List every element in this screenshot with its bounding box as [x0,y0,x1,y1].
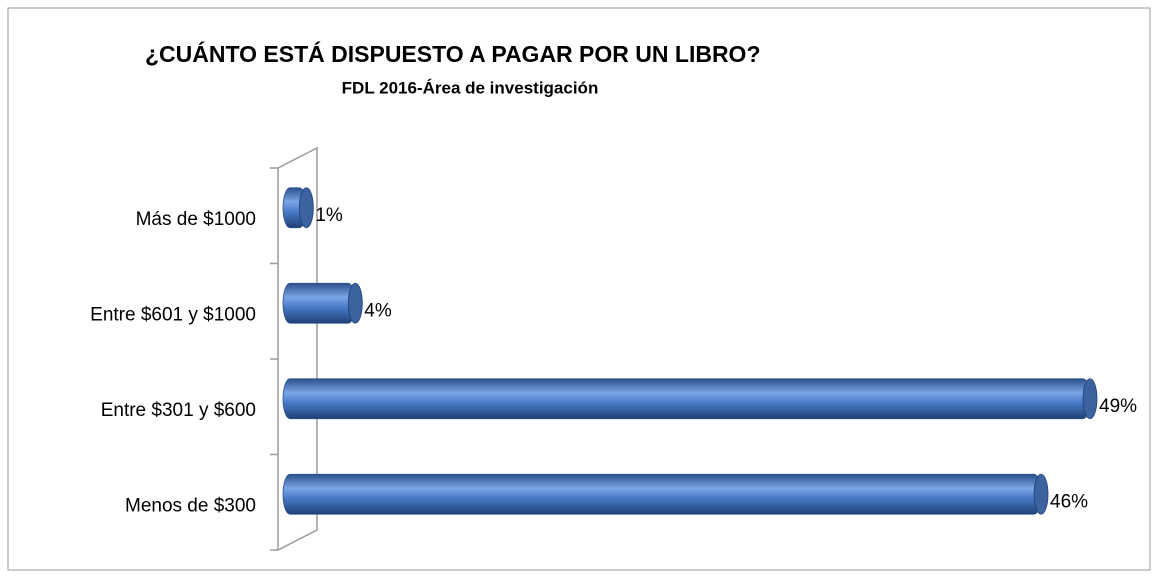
value-label: 4% [364,300,392,321]
bar-cap [1082,378,1098,420]
value-label: 49% [1099,396,1137,417]
bar [282,282,356,324]
chart-subtitle: FDL 2016-Área de investigación [342,78,599,97]
y-tick-label: Menos de $300 [125,495,256,516]
bar-cap [298,187,314,229]
bar [282,473,1042,515]
y-tick-label: Más de $1000 [136,209,256,230]
axis-wall [277,146,318,552]
bar-cap [347,282,363,324]
value-label: 46% [1050,491,1088,512]
value-label: 1% [315,205,343,226]
bar [282,378,1091,420]
y-tick-label: Entre $601 y $1000 [90,304,256,325]
chart-title: ¿CUÁNTO ESTÁ DISPUESTO A PAGAR POR UN LI… [145,40,761,67]
y-tick-label: Entre $301 y $600 [101,400,256,421]
bar-cap [1033,473,1049,515]
